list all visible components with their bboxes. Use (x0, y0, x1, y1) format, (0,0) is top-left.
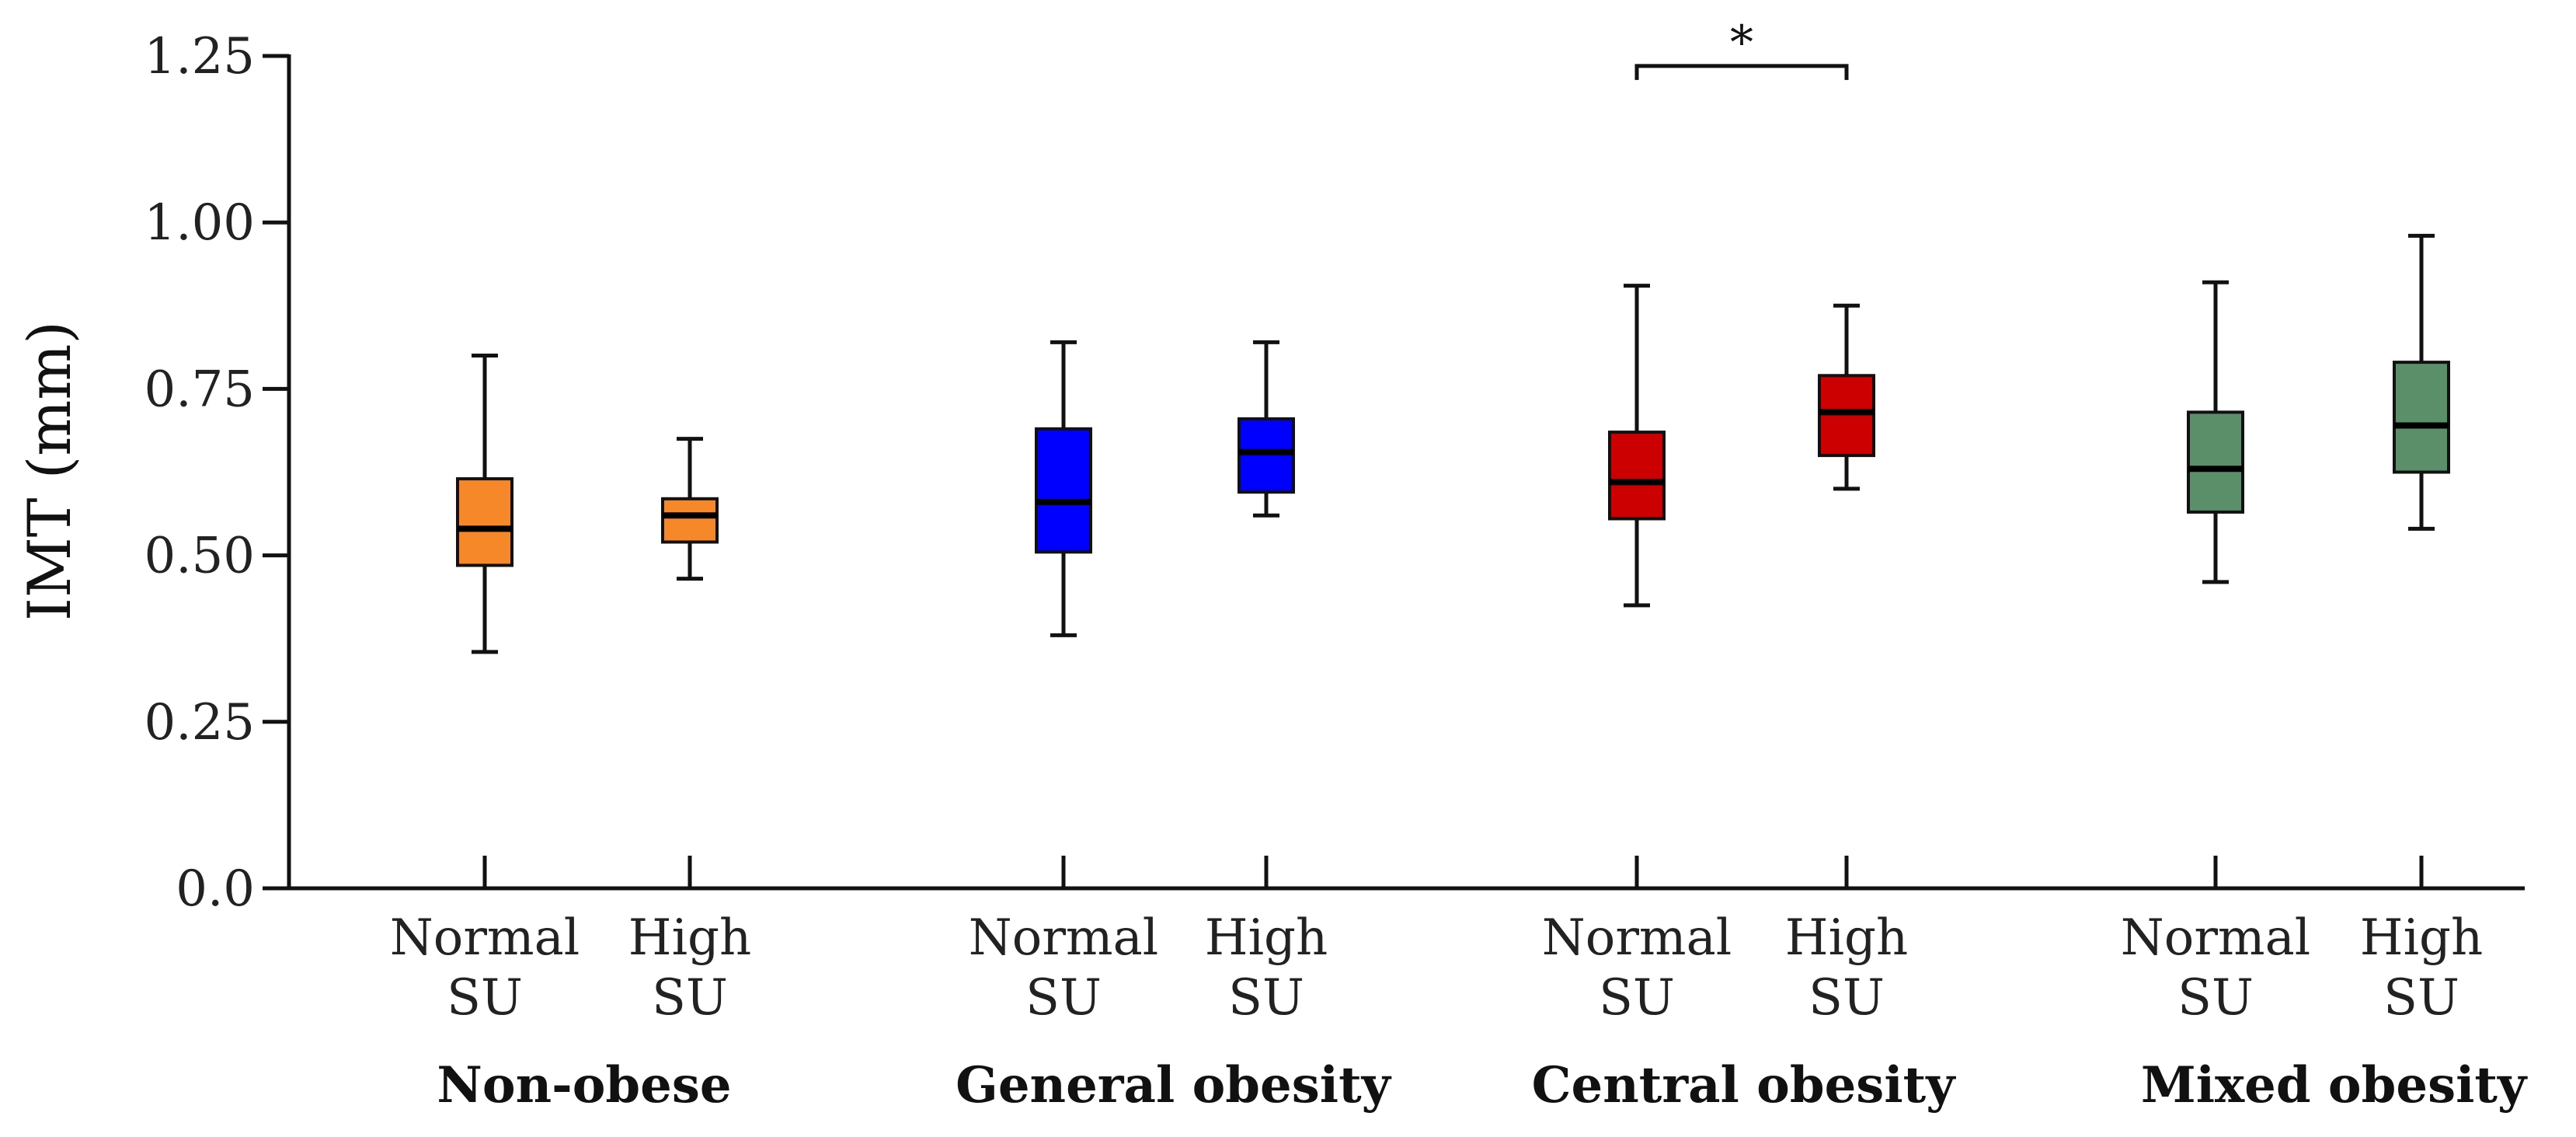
box-iqr (456, 477, 513, 567)
box-iqr (1238, 417, 1295, 494)
x-tick-label-line2: SU (1025, 969, 1102, 1027)
box-5 (1608, 284, 1666, 608)
x-tick-label-line1: Normal (2121, 909, 2310, 967)
x-axis: NormalSUHighSUNormalSUHighSUNormalSUHigh… (289, 856, 2528, 1114)
box-3 (1035, 340, 1092, 637)
x-tick-label-line1: High (1205, 909, 1328, 967)
box-8 (2393, 233, 2450, 531)
box-iqr (1035, 427, 1092, 554)
significance-label: * (1730, 16, 1753, 70)
box-2 (661, 437, 719, 581)
x-tick-label-line2: SU (1599, 969, 1675, 1027)
x-tick-label-line2: SU (1228, 969, 1304, 1027)
y-tick-label: 0.75 (144, 361, 256, 418)
box-iqr (661, 497, 719, 544)
y-tick-label: 0.0 (176, 860, 255, 918)
group-label: Non-obese (437, 1056, 731, 1114)
x-tick-label-line1: Normal (390, 909, 580, 967)
y-tick-label: 0.50 (144, 528, 256, 585)
x-tick-label-line2: SU (447, 969, 523, 1027)
significance-bracket: * (1634, 16, 1849, 80)
box-series (456, 233, 2450, 654)
x-tick-label-line2: SU (2177, 969, 2254, 1027)
group-label: General obesity (956, 1056, 1391, 1114)
box-iqr (2393, 361, 2450, 474)
x-tick-label-line1: High (1785, 909, 1908, 967)
x-tick-label-line1: High (2360, 909, 2483, 967)
group-label: Mixed obesity (2141, 1056, 2528, 1114)
y-tick-label: 1.25 (144, 28, 256, 85)
x-tick-label-line1: Normal (1542, 909, 1732, 967)
box-6 (1818, 303, 1875, 491)
x-tick-label-line2: SU (652, 969, 728, 1027)
box-1 (456, 354, 513, 654)
x-tick-label-line2: SU (2383, 969, 2459, 1027)
significance-annotations: * (1634, 16, 1849, 80)
x-tick-label-line1: Normal (969, 909, 1158, 967)
y-axis: 0.0 0.25 0.50 0.75 1.00 1.25 (144, 28, 291, 918)
box-4 (1238, 340, 1295, 518)
y-axis-title: IMT (mm) (15, 321, 84, 621)
y-tick-label: 1.00 (144, 194, 256, 252)
box-7 (2187, 280, 2244, 584)
y-tick-label: 0.25 (144, 694, 256, 752)
x-tick-label-line2: SU (1808, 969, 1885, 1027)
box-iqr (1818, 374, 1875, 458)
x-tick-label-line1: High (628, 909, 751, 967)
box-iqr (2187, 410, 2244, 514)
group-label: Central obesity (1532, 1056, 1957, 1114)
box-iqr (1608, 431, 1666, 521)
bracket-line (1634, 64, 1849, 80)
